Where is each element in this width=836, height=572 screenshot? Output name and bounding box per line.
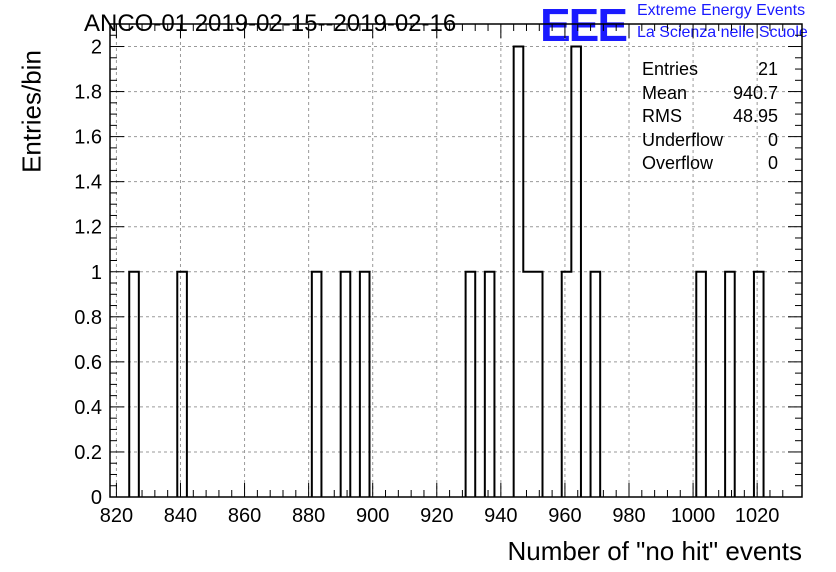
- stat-value: 0: [767, 153, 778, 173]
- stat-row-overflow: Overflow 0: [642, 152, 778, 176]
- logo-line-1: Extreme Energy Events: [637, 2, 806, 19]
- stat-value: 21: [757, 59, 778, 79]
- stat-row-rms: RMS 48.95: [642, 105, 778, 129]
- stat-value: 0: [767, 129, 778, 150]
- x-tick-label: 980: [612, 505, 645, 527]
- stat-label: Mean: [642, 82, 688, 103]
- stat-label: Underflow: [642, 129, 724, 150]
- stat-value: 940.7: [732, 82, 778, 103]
- y-tick-label: 0: [91, 487, 102, 509]
- histogram-bin: [696, 272, 706, 497]
- stat-label: Entries: [642, 59, 699, 79]
- stat-row-underflow: Underflow 0: [642, 129, 778, 153]
- logo-line-2: La Scienza nelle Scuole: [637, 24, 808, 41]
- x-tick-label: 960: [548, 505, 581, 527]
- histogram-bin: [129, 272, 139, 497]
- histogram-bin: [312, 272, 322, 497]
- stat-row-mean: Mean 940.7: [642, 82, 778, 106]
- y-tick-label: 1.2: [74, 217, 102, 239]
- y-tick-label: 2: [91, 37, 102, 59]
- histogram-bin: [754, 272, 764, 497]
- x-tick-label: 920: [420, 505, 453, 527]
- y-tick-label: 1.8: [74, 82, 102, 104]
- histogram-bin: [466, 272, 476, 497]
- x-tick-label: 1020: [735, 505, 780, 527]
- x-axis-label: Number of "no hit" events: [507, 536, 803, 566]
- histogram-bin: [562, 272, 572, 497]
- histogram-bin: [485, 272, 495, 497]
- eee-logo: EEE: [540, 0, 628, 51]
- y-tick-label: 0.2: [74, 442, 102, 464]
- histogram-bin: [523, 272, 533, 497]
- y-tick-label: 1.4: [74, 172, 102, 194]
- y-tick-label: 0.8: [74, 307, 102, 329]
- histogram-bin: [533, 272, 543, 497]
- x-tick-label: 880: [292, 505, 325, 527]
- stat-label: Overflow: [642, 153, 714, 173]
- histogram-bin: [591, 272, 601, 497]
- histogram-bin: [725, 272, 735, 497]
- histogram-outline: [128, 45, 765, 497]
- histogram-bin: [177, 272, 187, 497]
- x-tick-label: 900: [356, 505, 389, 527]
- x-tick-label: 1000: [671, 505, 716, 527]
- histogram-bin: [341, 272, 351, 497]
- y-tick-label: 1: [91, 262, 102, 284]
- y-tick-label: 1.6: [74, 127, 102, 149]
- stat-label: RMS: [642, 106, 682, 126]
- y-tick-label: 0.4: [74, 397, 102, 419]
- x-tick-label: 940: [484, 505, 517, 527]
- stats-box: Entries 21 Mean 940.7 RMS 48.95 Underflo…: [642, 58, 778, 176]
- x-tick-label: 860: [228, 505, 261, 527]
- y-tick-label: 0.6: [74, 352, 102, 374]
- x-tick-label: 840: [164, 505, 197, 527]
- stat-row-entries: Entries 21: [642, 58, 778, 82]
- x-tick-label: 820: [100, 505, 133, 527]
- stat-value: 48.95: [732, 106, 778, 126]
- histogram-bin: [360, 272, 370, 497]
